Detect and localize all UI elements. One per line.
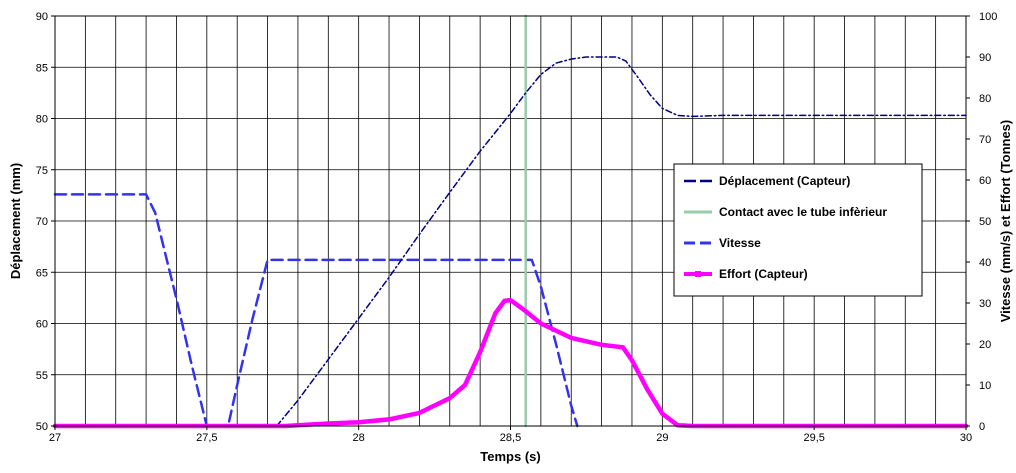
y2-tick-label: 10 [979, 380, 991, 392]
x-tick-label: 29 [656, 432, 668, 444]
legend-label-2: Vitesse [719, 236, 761, 250]
series-layer [52, 14, 969, 429]
y-tick-label: 80 [36, 114, 48, 126]
x-tick-label: 28,5 [500, 432, 521, 444]
ticks-layer: 27 27,5 28 28,5 29 29,5 30 50 55 60 65 70 75 80 85 90 0 1… [36, 11, 998, 444]
legend-marker-3 [695, 271, 701, 277]
legend-label-1: Contact avec le tube infèrieur [719, 205, 887, 219]
x-tick-label: 29,5 [803, 432, 824, 444]
y2-tick-label: 60 [979, 175, 991, 187]
legend-label-0: Déplacement (Capteur) [719, 174, 850, 188]
y2-tick-label: 30 [979, 298, 991, 310]
y2-tick-label: 0 [979, 421, 985, 433]
y-tick-label: 65 [36, 267, 48, 279]
y-tick-label: 85 [36, 62, 48, 74]
y2-tick-label: 70 [979, 134, 991, 146]
series-line-2 [53, 193, 579, 428]
series-line-3 [52, 297, 969, 429]
x-tick-label: 27,5 [196, 432, 217, 444]
y2-tick-label: 80 [979, 93, 991, 105]
y2-tick-label: 90 [979, 52, 991, 64]
y-tick-label: 55 [36, 370, 48, 382]
y-tick-label: 50 [36, 421, 48, 433]
y2-tick-label: 100 [979, 11, 997, 23]
legend-box [673, 163, 923, 297]
y-tick-label: 75 [36, 165, 48, 177]
x-tick-label: 28 [353, 432, 365, 444]
x-tick-label: 27 [49, 432, 61, 444]
y-tick-label: 70 [36, 216, 48, 228]
y-tick-label: 90 [36, 11, 48, 23]
y2-tick-label: 20 [979, 339, 991, 351]
legend: Déplacement (Capteur) Contact avec le tub… [673, 163, 923, 297]
y2-tick-label: 50 [979, 216, 991, 228]
x-axis-title: Temps (s) [480, 449, 540, 464]
y2-axis-title: Vitesse (mm/s) et Effort (Tonnes) [998, 120, 1013, 323]
series-line-0 [275, 56, 967, 427]
legend-label-3: Effort (Capteur) [719, 267, 808, 281]
x-tick-label: 30 [960, 432, 972, 444]
y2-tick-label: 40 [979, 257, 991, 269]
y-tick-label: 60 [36, 319, 48, 331]
y-axis-title: Déplacement (mm) [8, 163, 23, 279]
